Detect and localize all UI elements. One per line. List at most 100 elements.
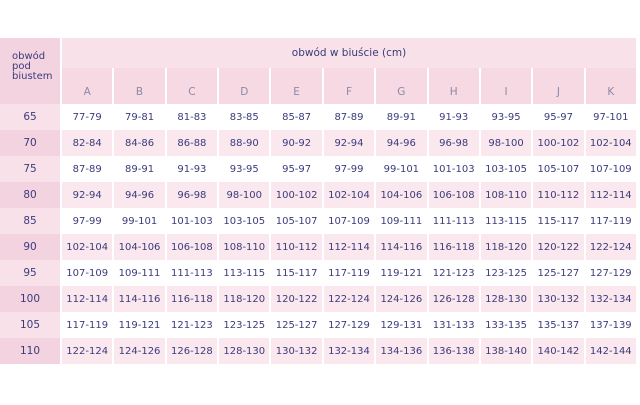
bust-range-cell: 110-112 [271, 234, 322, 260]
bust-range-cell: 119-121 [114, 312, 165, 338]
bust-range-cell: 122-124 [323, 286, 375, 312]
bust-range-cell: 100-102 [533, 130, 584, 156]
cup-header: E [271, 68, 322, 104]
bust-range-cell: 95-97 [271, 156, 322, 182]
bust-range-cell: 120-122 [271, 286, 322, 312]
bust-range-cell: 112-114 [62, 286, 113, 312]
bust-range-cell: 110-112 [533, 182, 584, 208]
bust-range-cell: 140-142 [533, 338, 584, 364]
bust-range-cell: 107-109 [62, 260, 113, 286]
bust-range-cell: 105-107 [271, 208, 322, 234]
band-size: 80 [0, 182, 60, 208]
bust-range-cell: 121-123 [428, 260, 479, 286]
bust-range-cell: 133-135 [480, 312, 532, 338]
bust-range-cell: 134-136 [376, 338, 427, 364]
table-row: 110 122-124 124-126 126-128 128-130 130-132 13… [0, 338, 636, 364]
bust-range-cell: 121-123 [166, 312, 218, 338]
bust-range-cell: 104-106 [114, 234, 165, 260]
bust-range-cell: 96-98 [166, 182, 218, 208]
size-chart-table: obwód pod biustem obwód w biuście (cm) A… [0, 38, 638, 364]
bust-range-cell: 94-96 [114, 182, 165, 208]
bust-range-cell: 118-120 [480, 234, 532, 260]
cup-header: B [114, 68, 165, 104]
bust-range-cell: 87-89 [323, 104, 375, 130]
cup-header: K [585, 68, 636, 104]
bust-range-cell: 114-116 [376, 234, 427, 260]
bust-range-cell: 115-117 [271, 260, 322, 286]
bust-range-cell: 97-99 [62, 208, 113, 234]
underbust-header: obwód pod biustem [0, 38, 60, 104]
table-row: 70 82-84 84-86 86-88 88-90 90-92 92-94 94-96 96-… [0, 130, 636, 156]
bust-range-cell: 122-124 [62, 338, 113, 364]
bust-range-cell: 97-101 [585, 104, 636, 130]
band-size: 100 [0, 286, 60, 312]
bust-range-cell: 119-121 [376, 260, 427, 286]
table-row: 105 117-119 119-121 121-123 123-125 125-127 12… [0, 312, 636, 338]
bust-range-cell: 126-128 [166, 338, 218, 364]
bust-range-cell: 116-118 [428, 234, 479, 260]
bust-range-cell: 103-105 [480, 156, 532, 182]
bust-range-cell: 117-119 [62, 312, 113, 338]
bust-range-cell: 131-133 [428, 312, 479, 338]
band-size: 85 [0, 208, 60, 234]
bust-range-cell: 107-109 [585, 156, 636, 182]
bust-range-cell: 98-100 [219, 182, 270, 208]
bust-range-cell: 102-104 [62, 234, 113, 260]
bust-range-cell: 84-86 [114, 130, 165, 156]
bust-range-cell: 96-98 [428, 130, 479, 156]
bust-range-cell: 124-126 [114, 338, 165, 364]
bust-range-cell: 91-93 [428, 104, 479, 130]
bust-range-cell: 101-103 [428, 156, 479, 182]
band-size: 110 [0, 338, 60, 364]
bust-range-cell: 127-129 [323, 312, 375, 338]
cup-header: F [323, 68, 375, 104]
bust-range-cell: 95-97 [533, 104, 584, 130]
band-size: 65 [0, 104, 60, 130]
bust-range-cell: 88-90 [219, 130, 270, 156]
bust-range-cell: 112-114 [323, 234, 375, 260]
bust-range-cell: 138-140 [480, 338, 532, 364]
bust-range-cell: 93-95 [480, 104, 532, 130]
table-row: 90 102-104 104-106 106-108 108-110 110-112 112… [0, 234, 636, 260]
bust-range-cell: 99-101 [376, 156, 427, 182]
table-row: 80 92-94 94-96 96-98 98-100 100-102 102-104 104… [0, 182, 636, 208]
bust-range-cell: 93-95 [219, 156, 270, 182]
bust-header: obwód w biuście (cm) [62, 38, 636, 68]
band-size: 105 [0, 312, 60, 338]
cup-header: I [480, 68, 532, 104]
band-size: 70 [0, 130, 60, 156]
bust-range-cell: 107-109 [323, 208, 375, 234]
table-body: 65 77-79 79-81 81-83 83-85 85-87 87-89 89-91 91-… [0, 104, 636, 364]
bust-range-cell: 128-130 [480, 286, 532, 312]
cup-header: D [219, 68, 270, 104]
band-size: 75 [0, 156, 60, 182]
cup-header: H [428, 68, 479, 104]
bust-range-cell: 136-138 [428, 338, 479, 364]
bust-range-cell: 124-126 [376, 286, 427, 312]
bust-range-cell: 100-102 [271, 182, 322, 208]
bust-range-cell: 98-100 [480, 130, 532, 156]
bust-range-cell: 114-116 [114, 286, 165, 312]
bust-range-cell: 116-118 [166, 286, 218, 312]
bust-range-cell: 87-89 [62, 156, 113, 182]
bust-range-cell: 92-94 [323, 130, 375, 156]
cup-header: J [533, 68, 584, 104]
bust-range-cell: 109-111 [376, 208, 427, 234]
bust-range-cell: 83-85 [219, 104, 270, 130]
bust-range-cell: 82-84 [62, 130, 113, 156]
bust-range-cell: 102-104 [323, 182, 375, 208]
bust-range-cell: 102-104 [585, 130, 636, 156]
bust-range-cell: 97-99 [323, 156, 375, 182]
table-row: 95 107-109 109-111 111-113 113-115 115-117 117… [0, 260, 636, 286]
bust-range-cell: 115-117 [533, 208, 584, 234]
table-row: 65 77-79 79-81 81-83 83-85 85-87 87-89 89-91 91-… [0, 104, 636, 130]
bust-range-cell: 106-108 [166, 234, 218, 260]
bust-range-cell: 129-131 [376, 312, 427, 338]
bust-range-cell: 130-132 [533, 286, 584, 312]
bust-range-cell: 111-113 [166, 260, 218, 286]
cup-header: A [62, 68, 113, 104]
bust-range-cell: 101-103 [166, 208, 218, 234]
bust-range-cell: 105-107 [533, 156, 584, 182]
bust-range-cell: 123-125 [480, 260, 532, 286]
bust-range-cell: 113-115 [480, 208, 532, 234]
